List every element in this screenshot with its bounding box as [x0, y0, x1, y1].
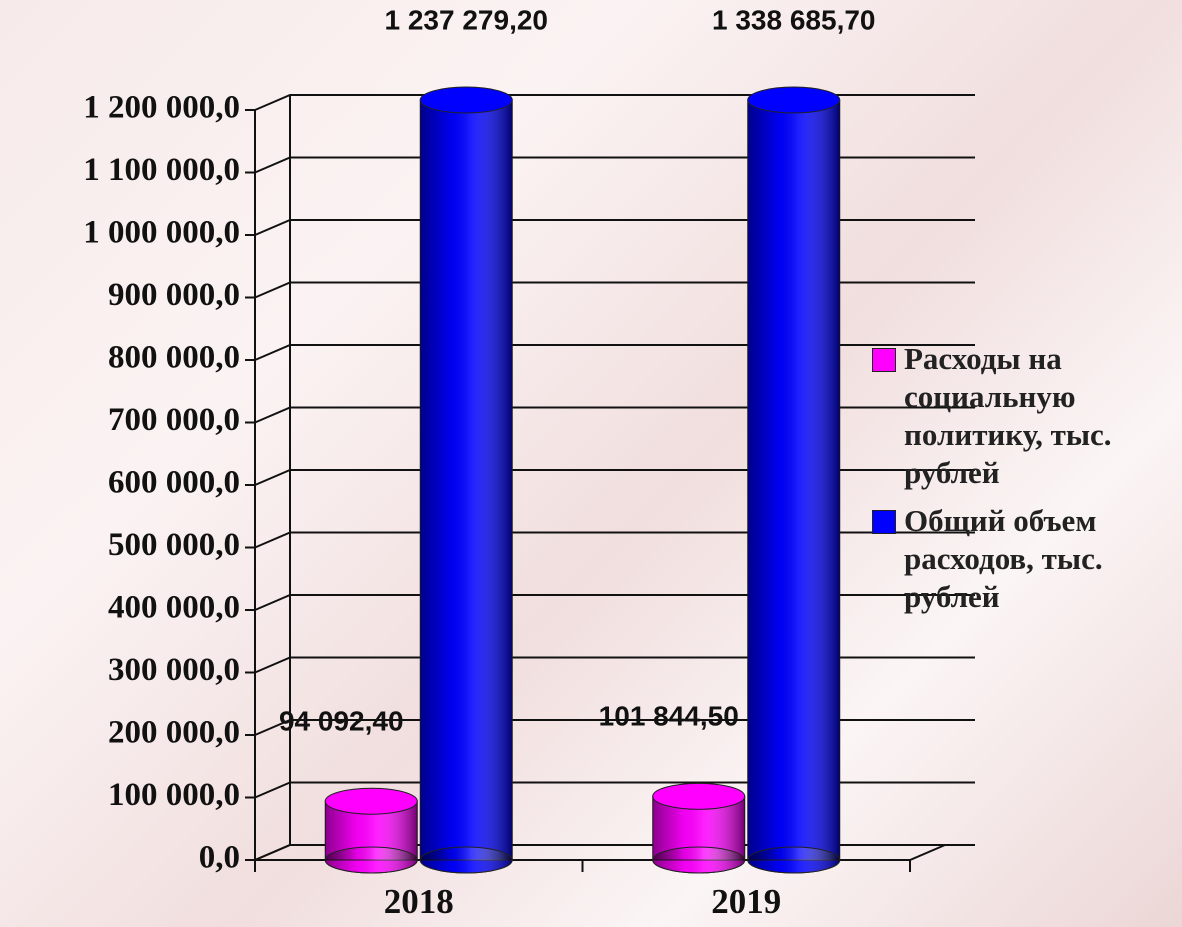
x-tick-label: 2019: [711, 882, 781, 921]
value-label: 1 237 279,20: [385, 4, 549, 35]
y-tick-label: 1 000 000,0: [83, 215, 240, 251]
legend-item: Общий объем расходов, тыс. рублей: [872, 502, 1177, 616]
bar-shade: [747, 100, 840, 860]
cylinder-top: [747, 86, 841, 114]
grid-line: [254, 94, 975, 111]
y-tick-label: 1 200 000,0: [83, 90, 240, 126]
grid-line: [254, 656, 975, 674]
grid-line: [254, 469, 975, 486]
cylinder-base-shade: [652, 846, 746, 874]
grid-line: [254, 281, 975, 299]
legend-swatch: [872, 510, 896, 534]
y-tick-label: 400 000,0: [108, 590, 240, 626]
cylinder-base-shade: [324, 846, 418, 874]
cylinder-top: [324, 787, 418, 815]
y-tick-label: 600 000,0: [108, 465, 240, 501]
y-tick-label: 900 000,0: [108, 277, 240, 313]
grid-line: [254, 406, 975, 424]
grid-line: [254, 594, 975, 611]
y-tick-label: 0,0: [199, 840, 240, 876]
value-label: 94 092,40: [279, 706, 404, 737]
grid-line: [254, 156, 975, 174]
legend: Расходы на социальную политику, тыс. руб…: [872, 340, 1177, 626]
y-tick-label: 200 000,0: [108, 715, 240, 751]
legend-item: Расходы на социальную политику, тыс. руб…: [872, 340, 1177, 492]
cylinder-base-shade: [419, 846, 513, 874]
y-tick-label: 1 100 000,0: [83, 152, 240, 188]
legend-swatch: [872, 348, 896, 372]
cylinder-top: [652, 782, 746, 810]
cylinder-base-shade: [747, 846, 841, 874]
value-label: 101 844,50: [599, 701, 739, 732]
x-tick-label: 2018: [384, 882, 454, 921]
y-tick-label: 500 000,0: [108, 527, 240, 563]
grid-line: [254, 219, 975, 236]
legend-label: Общий объем расходов, тыс. рублей: [904, 503, 1103, 614]
y-tick-label: 700 000,0: [108, 402, 240, 438]
y-tick-label: 100 000,0: [108, 777, 240, 813]
bar-shade: [420, 100, 513, 860]
cylinder-top: [419, 86, 513, 114]
grid-line: [254, 344, 975, 361]
legend-label: Расходы на социальную политику, тыс. руб…: [904, 341, 1112, 490]
value-label: 1 338 685,70: [712, 4, 876, 35]
grid-line: [254, 531, 975, 549]
y-tick-label: 800 000,0: [108, 340, 240, 376]
y-tick-label: 300 000,0: [108, 652, 240, 688]
